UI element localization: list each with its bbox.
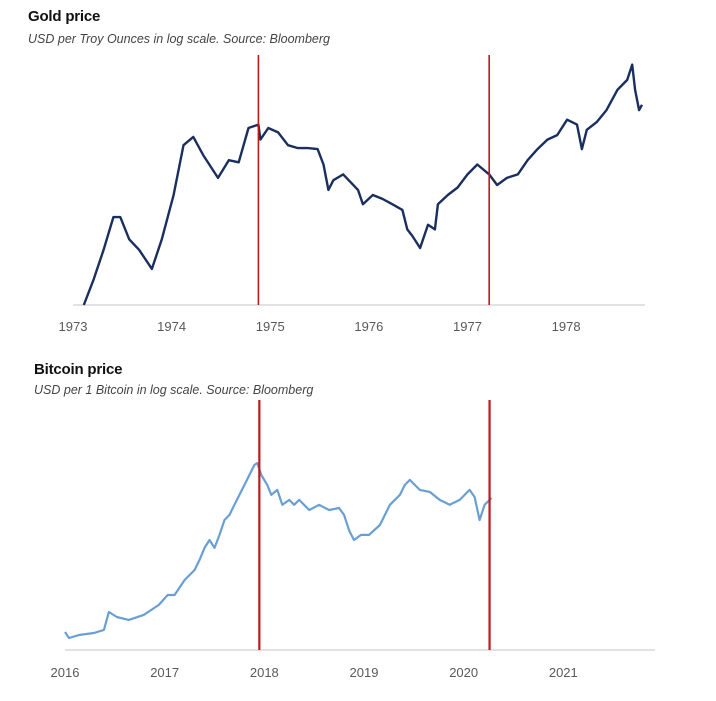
gold-chart-subtitle: USD per Troy Ounces in log scale. Source…	[28, 32, 330, 46]
bitcoin-x-tick-label: 2020	[449, 665, 478, 680]
bitcoin-price-line	[64, 461, 493, 640]
gold-chart: 1973 1974 1975 1976 1977 1978	[59, 55, 645, 334]
gold-x-tick-label: 1977	[453, 319, 482, 334]
gold-price-line	[82, 63, 644, 306]
gold-chart-title: Gold price	[28, 8, 101, 25]
gold-x-tick-label: 1973	[59, 319, 88, 334]
bitcoin-chart: 2016 2017 2018 2019 2020 2021	[51, 400, 655, 680]
bitcoin-chart-subtitle: USD per 1 Bitcoin in log scale. Source: …	[34, 383, 314, 397]
bitcoin-x-tick-label: 2018	[250, 665, 279, 680]
gold-x-tick-label: 1974	[157, 319, 186, 334]
gold-x-tick-label: 1975	[256, 319, 285, 334]
bitcoin-x-tick-label: 2016	[51, 665, 80, 680]
bitcoin-x-tick-label: 2019	[350, 665, 379, 680]
gold-x-tick-label: 1976	[354, 319, 383, 334]
bitcoin-x-tick-label: 2021	[549, 665, 578, 680]
bitcoin-x-tick-label: 2017	[150, 665, 179, 680]
gold-x-tick-label: 1978	[552, 319, 581, 334]
bitcoin-chart-title: Bitcoin price	[34, 361, 123, 378]
